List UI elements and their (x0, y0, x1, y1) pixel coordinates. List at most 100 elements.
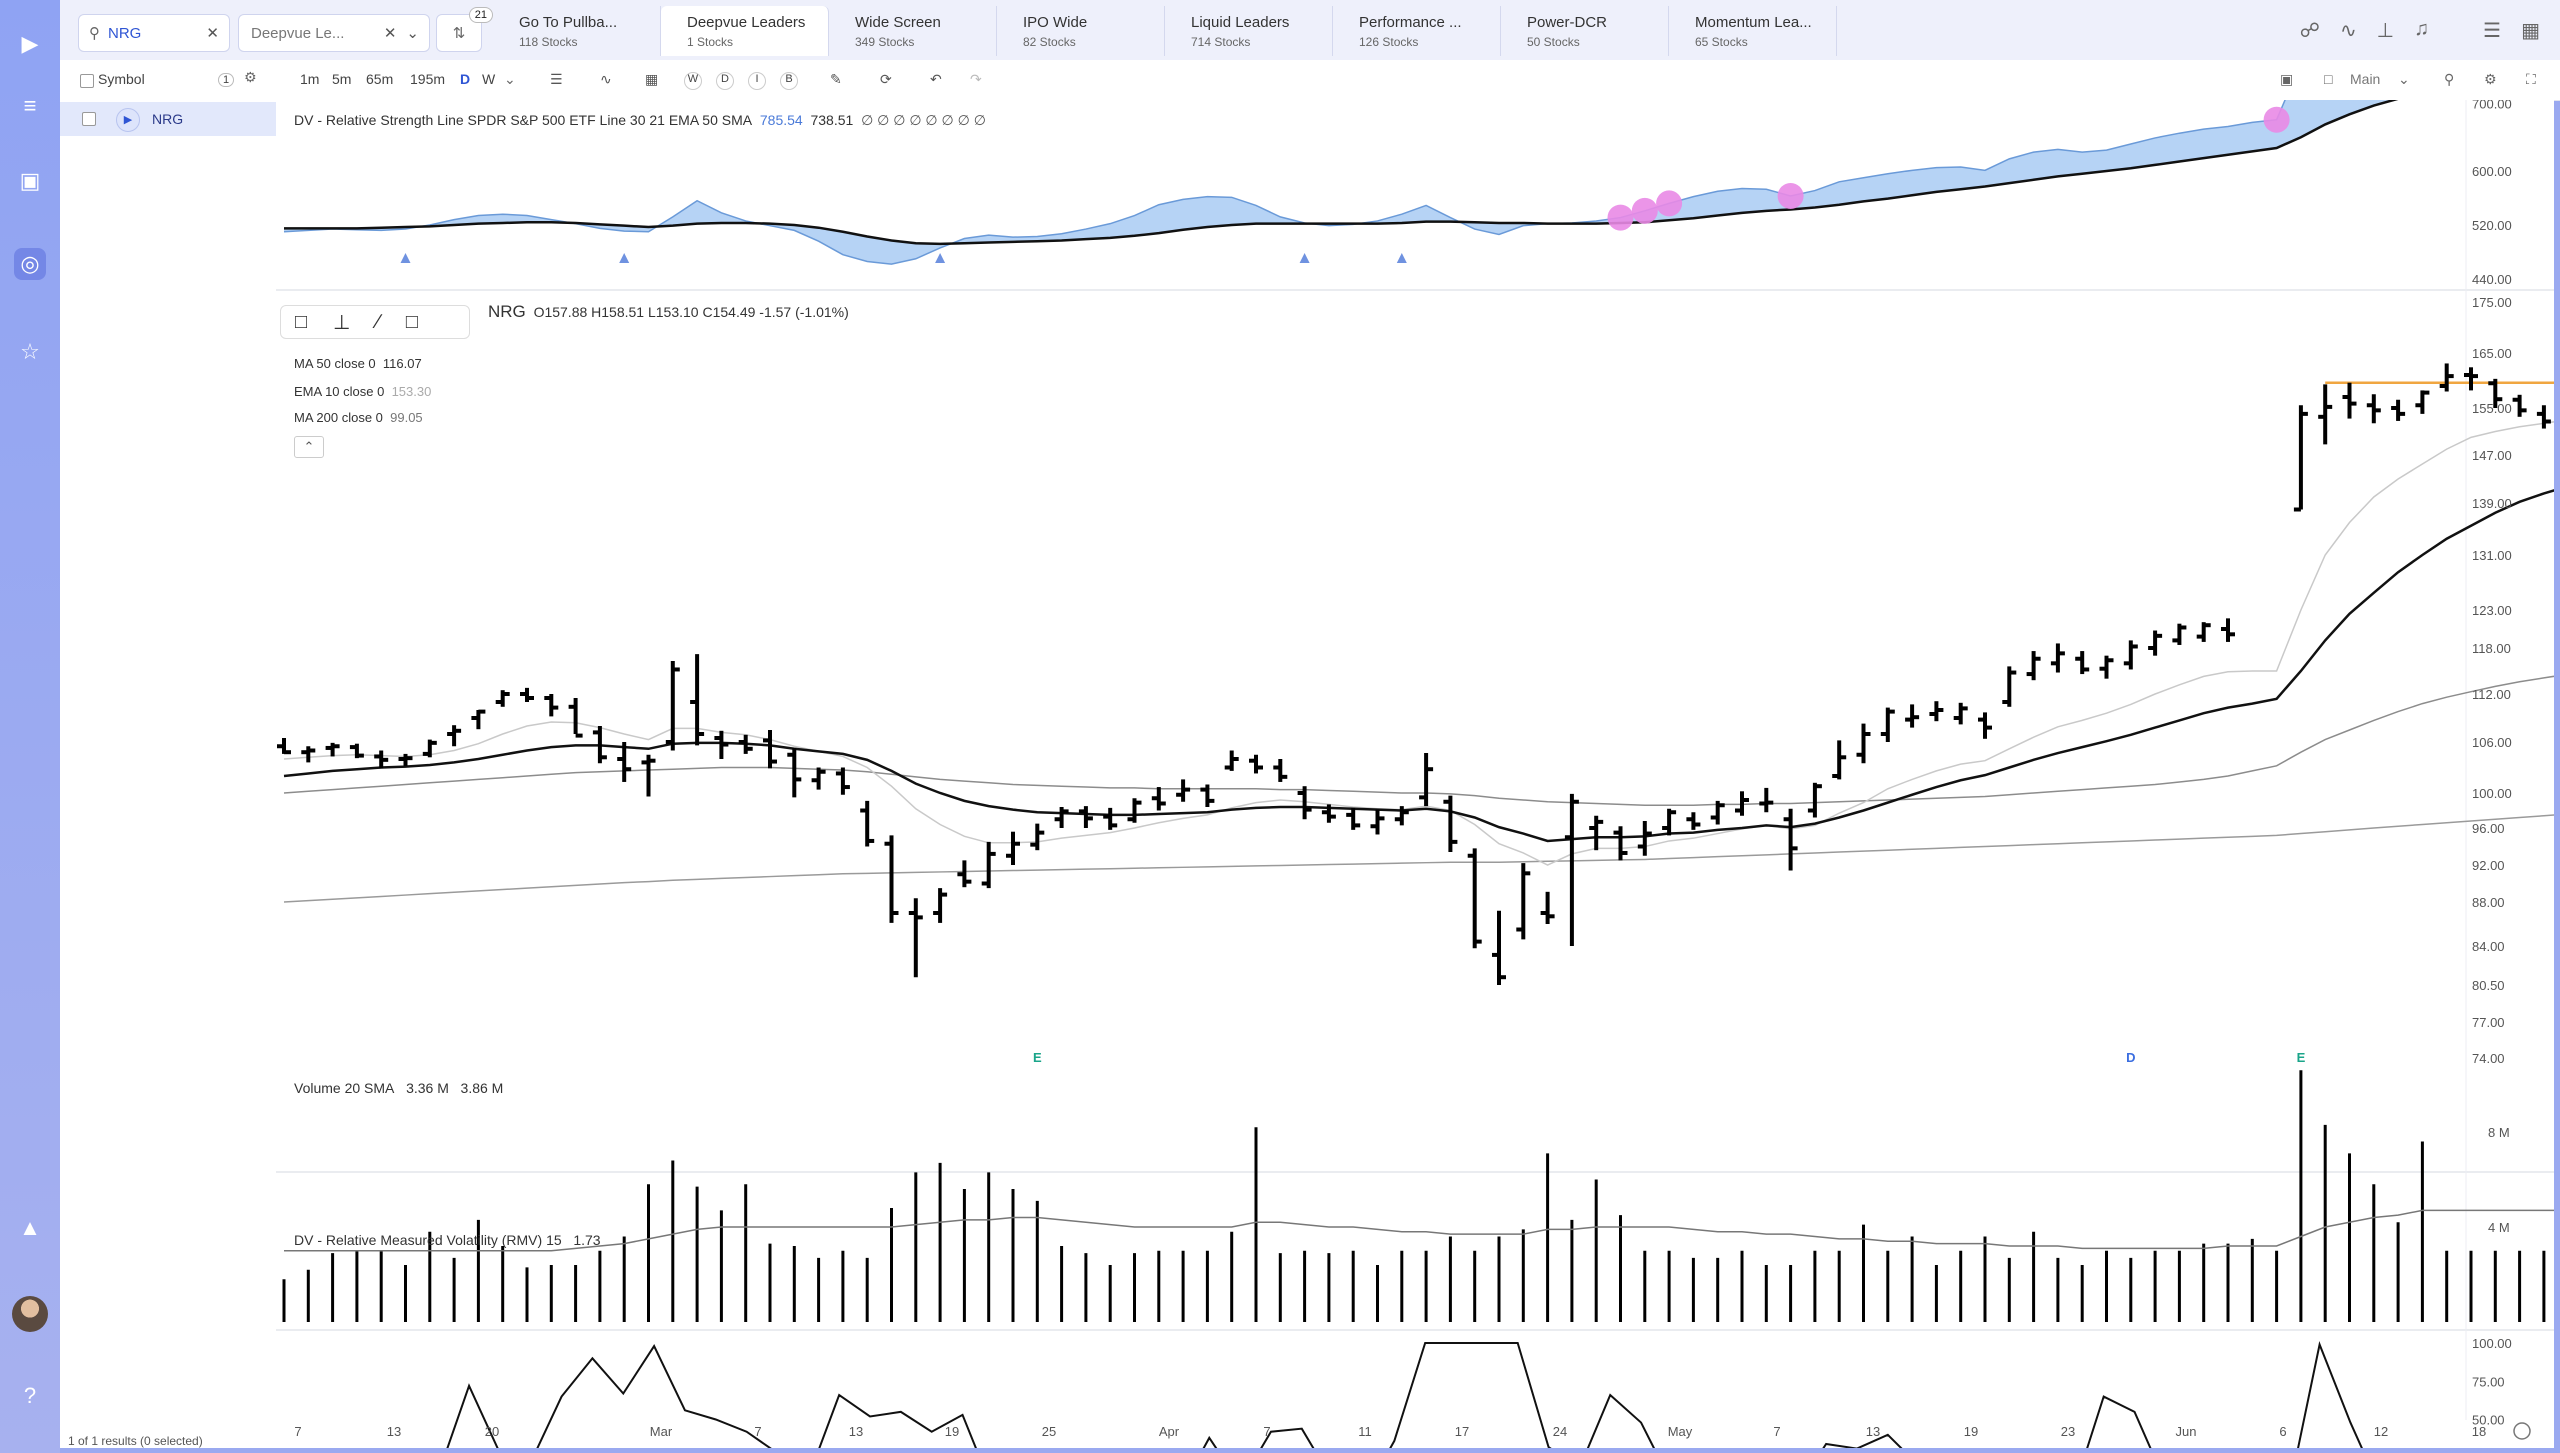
ohlc-bar (422, 739, 437, 758)
refresh-icon[interactable]: ⟳ (880, 71, 892, 87)
volume-legend: Volume 20 SMA 3.36 M 3.86 M (294, 1080, 503, 1096)
results-footer: 1 of 1 results (0 selected) (68, 1434, 203, 1448)
rmv-legend: DV - Relative Measured Volatility (RMV) … (294, 1232, 601, 1248)
chart-icon[interactable]: ∿ (2339, 20, 2357, 42)
timeframe-5m[interactable]: 5m (332, 71, 352, 87)
ohlc-bar (1905, 704, 1920, 728)
templates-icon[interactable]: ▦ (645, 71, 659, 87)
watchlist-symbol[interactable]: NRG (152, 111, 184, 127)
fullscreen-icon[interactable]: ⛶ (2526, 71, 2536, 87)
help-icon[interactable]: ? (23, 1383, 37, 1408)
eraser-icon[interactable]: ✎ (830, 71, 842, 87)
ma200-value: 99.05 (390, 410, 423, 425)
ohlc-bar (1589, 815, 1604, 851)
layout-icon[interactable]: ▣ (19, 168, 41, 193)
x-axis-label: 13 (849, 1424, 863, 1439)
mini-button-i[interactable]: I (748, 72, 766, 90)
zoom-icon[interactable]: ⚲ (2444, 71, 2455, 87)
ohlc-bar (2536, 405, 2551, 429)
layout-name[interactable]: Main (2350, 71, 2381, 87)
timeframe-1m[interactable]: 1m (300, 71, 320, 87)
indicators-icon[interactable]: ∿ (600, 71, 612, 87)
play-icon[interactable]: ▶ (116, 108, 140, 132)
volume-axis-label: 4 M (2488, 1220, 2510, 1235)
graduation-cap-icon[interactable]: ▲ (19, 1215, 41, 1240)
ohlc-bar (981, 841, 996, 889)
logo-play-icon[interactable]: ▶ (21, 31, 39, 56)
share-icon[interactable]: ☍ (2299, 20, 2320, 42)
timeframe-weekly[interactable]: W (482, 71, 496, 87)
chart-svg[interactable]: EDE 800.00700.00600.00520.00440.00175.00… (276, 100, 2554, 1448)
volume-sma-line (284, 1209, 2554, 1252)
chart-area[interactable]: EDE 800.00700.00600.00520.00440.00175.00… (276, 100, 2554, 1448)
folder-icon[interactable]: □ (2324, 71, 2333, 87)
watchlist-row[interactable]: ▶ NRG (60, 102, 276, 136)
tab-performance[interactable]: Performance ... 126 Stocks (1333, 6, 1501, 56)
ema21-line (283, 489, 2554, 843)
ohlc-bar (2123, 640, 2138, 670)
undo-icon[interactable]: ↶ (930, 71, 942, 87)
timeframe-chevron-icon[interactable]: ⌄ (504, 71, 516, 87)
symbol-search[interactable]: ⚲ NRG ✕ (78, 14, 230, 52)
timeframe-daily[interactable]: D (460, 71, 471, 87)
rs-axis-label: 600.00 (2472, 164, 2512, 179)
search-input[interactable]: NRG (108, 24, 142, 42)
event-marker: D (2126, 1050, 2135, 1065)
volume-axis-label: 8 M (2488, 1125, 2510, 1140)
sma50-line (283, 675, 2554, 806)
tab-liquid-leaders[interactable]: Liquid Leaders 714 Stocks (1165, 6, 1333, 56)
mini-button-w[interactable]: W (684, 72, 702, 90)
tab-wide-screen[interactable]: Wide Screen 349 Stocks (829, 6, 997, 56)
tab-momentum-leaders[interactable]: Momentum Lea... 65 Stocks (1669, 6, 1837, 56)
star-icon[interactable]: ☆ (20, 339, 40, 364)
bell-icon[interactable]: ♫ (2414, 18, 2430, 40)
ohlc-bar (1078, 806, 1093, 828)
ohlc-bar (2391, 399, 2406, 421)
row-checkbox[interactable] (82, 112, 96, 126)
tab-power-dcr[interactable]: Power-DCR 50 Stocks (1501, 6, 1669, 56)
filter-button[interactable]: ⇅ 21 (436, 7, 493, 52)
watchlist-settings-icon[interactable]: ⚙ (244, 69, 257, 85)
avatar[interactable] (12, 1296, 48, 1332)
clear-icon[interactable]: ✕ (206, 25, 219, 42)
collapse-legend-icon[interactable]: ⌃ (294, 436, 324, 458)
rs-axis-label: 520.00 (2472, 218, 2512, 233)
ohlc-bar (1929, 701, 1944, 722)
mini-button-d[interactable]: D (716, 72, 734, 90)
menu-icon[interactable]: ≡ (23, 93, 37, 118)
tab-deepvue-leaders[interactable]: Deepvue Leaders 1 Stocks (661, 6, 829, 56)
ruler-tool-icon[interactable]: ⊥ (333, 311, 351, 334)
bar-style-icon[interactable]: ☰ (550, 71, 563, 87)
close-icon[interactable]: ✕ (383, 25, 397, 42)
select-all-checkbox[interactable] (80, 74, 94, 88)
line-tool-icon[interactable]: ∕ (376, 310, 380, 333)
settings-icon[interactable]: ⚙ (2484, 71, 2497, 87)
list-view-icon[interactable]: ☰ (2483, 20, 2502, 42)
comment-tool-icon[interactable]: □ (405, 310, 418, 333)
mini-button-b[interactable]: B (780, 72, 798, 90)
radar-icon[interactable]: ◎ (14, 248, 46, 280)
tab-go-to-pullback[interactable]: Go To Pullba... 118 Stocks (493, 6, 661, 56)
ohlc-bar (714, 730, 729, 759)
watchlist-select[interactable]: Deepvue Le... ✕ ⌄ (238, 14, 430, 52)
ohlc-bar (1637, 821, 1652, 856)
layout-chevron-icon[interactable]: ⌄ (2398, 71, 2410, 87)
ma50-legend: MA 50 close 0 116.07 (294, 356, 422, 371)
x-axis-label: 19 (945, 1424, 959, 1439)
rectangle-tool-icon[interactable]: □ (295, 310, 308, 333)
ohlc-bar (1200, 784, 1215, 807)
layout-grid-icon[interactable]: ▣ (2280, 71, 2294, 87)
timeframe-65m[interactable]: 65m (366, 71, 394, 87)
chevron-down-icon[interactable]: ⌄ (406, 25, 419, 42)
timeframe-195m[interactable]: 195m (410, 71, 446, 87)
x-axis-label: 24 (1553, 1424, 1567, 1439)
grid-view-icon[interactable]: ▦ (2521, 20, 2540, 42)
ohlc-bar (1540, 891, 1555, 924)
symbol-column-header[interactable]: Symbol (98, 71, 145, 87)
redo-icon[interactable]: ↷ (970, 71, 982, 87)
ohlc-bar (2172, 623, 2187, 645)
tab-ipo-wide[interactable]: IPO Wide 82 Stocks (997, 6, 1165, 56)
rs-new-high-dot (1777, 182, 1804, 209)
tree-icon[interactable]: ⊥ (2376, 20, 2395, 42)
